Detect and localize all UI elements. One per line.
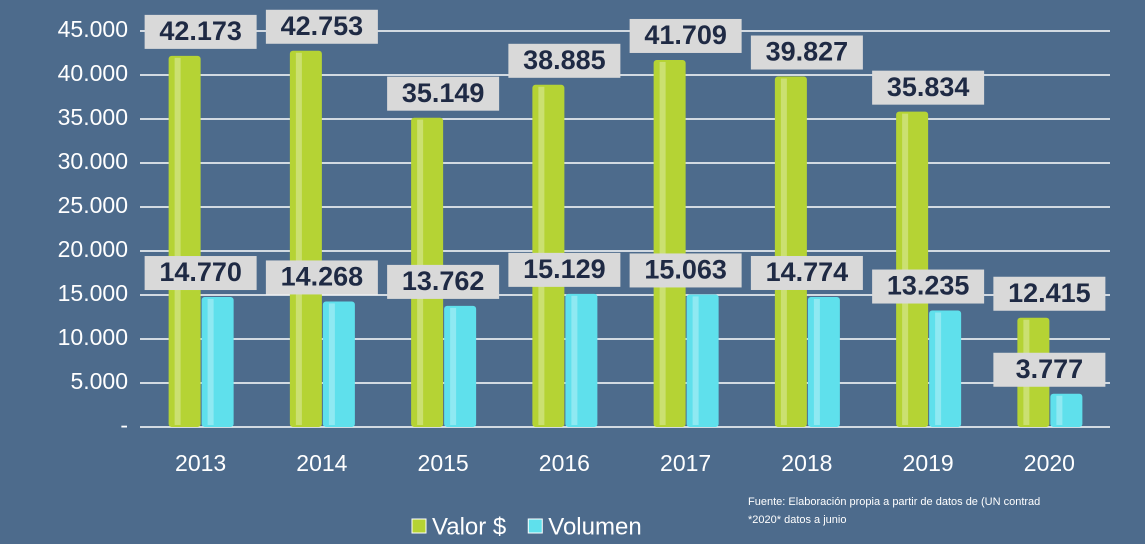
bar (565, 293, 598, 427)
legend-label: Volumen (548, 513, 641, 540)
value-label: 15.129 (523, 254, 606, 284)
bar (289, 50, 322, 428)
y-tick-label: 25.000 (58, 192, 128, 218)
x-tick-label: 2018 (781, 450, 832, 476)
value-label-box (265, 9, 378, 44)
value-label-box (750, 255, 863, 290)
legend-label: Valor $ (432, 513, 506, 540)
value-label: 14.770 (159, 257, 242, 287)
bar (444, 305, 477, 427)
value-label: 35.834 (887, 72, 970, 102)
value-label-box (993, 276, 1106, 311)
y-tick-label: 5.000 (70, 368, 128, 394)
value-label: 13.235 (887, 271, 970, 301)
bar-shine (450, 307, 457, 425)
x-tick-label: 2017 (660, 450, 711, 476)
value-label-box (387, 76, 500, 111)
value-label: 13.762 (402, 266, 485, 296)
value-label-box (265, 260, 378, 295)
y-tick-label: 20.000 (58, 236, 128, 262)
value-label-box (508, 252, 621, 287)
bar-shine (328, 303, 335, 425)
y-tick-label: - (120, 412, 128, 438)
bar (168, 55, 201, 428)
value-label: 14.268 (281, 262, 364, 292)
x-tick-label: 2014 (296, 450, 347, 476)
legend-swatch (527, 518, 543, 534)
bar-shine (1056, 395, 1063, 425)
bar (653, 59, 686, 427)
x-tick-label: 2019 (903, 450, 954, 476)
y-tick-label: 15.000 (58, 280, 128, 306)
value-label: 15.063 (644, 255, 727, 285)
value-label: 12.415 (1008, 278, 1091, 308)
x-tick-label: 2020 (1024, 450, 1075, 476)
y-tick-label: 40.000 (58, 60, 128, 86)
value-label: 42.753 (281, 11, 364, 41)
bar-shine (659, 61, 666, 425)
bar-shine (902, 113, 909, 425)
value-label-box (872, 269, 985, 304)
value-label-box (508, 43, 621, 78)
source-note: Fuente: Elaboración propia a partir de d… (748, 496, 1040, 508)
x-tick-label: 2013 (175, 450, 226, 476)
x-tick-label: 2016 (539, 450, 590, 476)
value-label: 35.149 (402, 78, 485, 108)
bar-shine (571, 295, 578, 425)
bar-shine (780, 78, 787, 425)
value-label-box (144, 256, 257, 291)
value-label: 39.827 (766, 37, 849, 67)
bar-shine (692, 296, 699, 425)
value-label-box (387, 264, 500, 299)
value-label-box (629, 18, 742, 53)
bar-shine (935, 312, 942, 425)
bar (807, 296, 840, 427)
value-label: 38.885 (523, 45, 606, 75)
bar (322, 301, 355, 427)
value-label-box (629, 253, 742, 288)
bar (201, 297, 234, 427)
value-label-box (750, 35, 863, 70)
bar (929, 310, 962, 427)
bar-shine (295, 52, 302, 426)
footnote: *2020* datos a junio (748, 514, 846, 526)
bar-shine (207, 299, 214, 425)
bar-shine (813, 298, 820, 425)
value-label: 3.777 (1016, 354, 1084, 384)
value-label-box (993, 352, 1106, 387)
x-tick-label: 2015 (418, 450, 469, 476)
value-label: 14.774 (766, 257, 849, 287)
bar (896, 111, 929, 427)
legend-swatch (411, 518, 427, 534)
y-tick-label: 45.000 (58, 16, 128, 42)
y-tick-label: 10.000 (58, 324, 128, 350)
bar-shine (174, 57, 181, 426)
y-tick-label: 30.000 (58, 148, 128, 174)
bar (1050, 393, 1083, 427)
value-label-box (144, 14, 257, 49)
value-label: 42.173 (159, 16, 242, 46)
y-tick-label: 35.000 (58, 104, 128, 130)
value-label: 41.709 (644, 20, 727, 50)
bar (774, 76, 807, 427)
bar (686, 294, 719, 427)
value-label-box (872, 70, 985, 105)
